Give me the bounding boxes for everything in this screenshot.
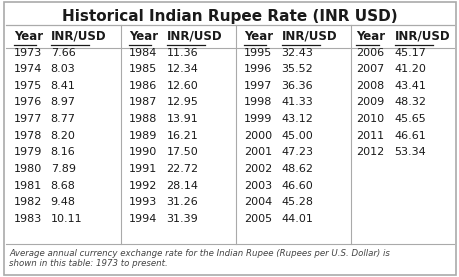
Text: 16.21: 16.21 [166, 131, 198, 141]
Text: 46.61: 46.61 [394, 131, 425, 141]
Text: 45.65: 45.65 [394, 114, 425, 124]
Text: 1989: 1989 [129, 131, 157, 141]
Text: 46.60: 46.60 [281, 181, 313, 191]
Text: 2001: 2001 [243, 147, 271, 157]
Text: 35.52: 35.52 [281, 64, 313, 74]
Text: 43.41: 43.41 [394, 81, 425, 91]
Text: 44.01: 44.01 [281, 214, 313, 224]
Text: 1985: 1985 [129, 64, 157, 74]
Text: 1981: 1981 [14, 181, 42, 191]
Text: 9.48: 9.48 [50, 197, 75, 207]
Text: 11.36: 11.36 [166, 48, 198, 58]
Text: 12.34: 12.34 [166, 64, 198, 74]
Text: 1973: 1973 [14, 48, 42, 58]
Text: 1982: 1982 [14, 197, 42, 207]
Text: 2003: 2003 [243, 181, 271, 191]
Text: 17.50: 17.50 [166, 147, 198, 157]
Text: 48.62: 48.62 [281, 164, 313, 174]
Text: Year: Year [14, 30, 43, 42]
Text: 31.26: 31.26 [166, 197, 198, 207]
Text: 22.72: 22.72 [166, 164, 198, 174]
Text: 2000: 2000 [243, 131, 271, 141]
Text: 1984: 1984 [129, 48, 157, 58]
Text: 1998: 1998 [243, 98, 272, 107]
Text: 53.34: 53.34 [394, 147, 425, 157]
Text: 1978: 1978 [14, 131, 42, 141]
Text: 2004: 2004 [243, 197, 271, 207]
Text: 32.43: 32.43 [281, 48, 313, 58]
Text: 1994: 1994 [129, 214, 157, 224]
Text: 1992: 1992 [129, 181, 157, 191]
Text: 7.66: 7.66 [50, 48, 75, 58]
Text: 2010: 2010 [356, 114, 384, 124]
Text: INR/USD: INR/USD [281, 30, 336, 42]
Text: 1983: 1983 [14, 214, 42, 224]
Text: 1996: 1996 [243, 64, 271, 74]
Text: 45.17: 45.17 [394, 48, 425, 58]
Text: INR/USD: INR/USD [50, 30, 106, 42]
Text: 2008: 2008 [356, 81, 384, 91]
Text: 1986: 1986 [129, 81, 157, 91]
Text: Year: Year [356, 30, 385, 42]
Text: 1976: 1976 [14, 98, 42, 107]
Text: 48.32: 48.32 [394, 98, 426, 107]
Text: 1995: 1995 [243, 48, 271, 58]
Text: 1993: 1993 [129, 197, 157, 207]
Text: 1974: 1974 [14, 64, 42, 74]
Text: 1977: 1977 [14, 114, 42, 124]
Text: 45.28: 45.28 [281, 197, 313, 207]
Text: 8.41: 8.41 [50, 81, 75, 91]
Text: 13.91: 13.91 [166, 114, 198, 124]
Text: 1980: 1980 [14, 164, 42, 174]
Text: 1988: 1988 [129, 114, 157, 124]
Text: 8.97: 8.97 [50, 98, 75, 107]
Text: 28.14: 28.14 [166, 181, 198, 191]
Text: 2011: 2011 [356, 131, 384, 141]
FancyBboxPatch shape [4, 2, 455, 275]
Text: Year: Year [243, 30, 272, 42]
Text: 1979: 1979 [14, 147, 42, 157]
Text: 8.16: 8.16 [50, 147, 75, 157]
Text: 1997: 1997 [243, 81, 272, 91]
Text: 31.39: 31.39 [166, 214, 198, 224]
Text: 47.23: 47.23 [281, 147, 313, 157]
Text: 2006: 2006 [356, 48, 384, 58]
Text: 8.20: 8.20 [50, 131, 75, 141]
Text: Average annual currency exchange rate for the Indian Rupee (Rupees per U.S. Doll: Average annual currency exchange rate fo… [9, 249, 389, 258]
Text: 2005: 2005 [243, 214, 271, 224]
Text: 36.36: 36.36 [281, 81, 313, 91]
Text: INR/USD: INR/USD [166, 30, 222, 42]
Text: 45.00: 45.00 [281, 131, 313, 141]
Text: 1987: 1987 [129, 98, 157, 107]
Text: 7.89: 7.89 [50, 164, 75, 174]
Text: 10.11: 10.11 [50, 214, 82, 224]
Text: 41.33: 41.33 [281, 98, 313, 107]
Text: Year: Year [129, 30, 157, 42]
Text: 2002: 2002 [243, 164, 271, 174]
Text: 1991: 1991 [129, 164, 157, 174]
Text: 12.60: 12.60 [166, 81, 198, 91]
Text: 41.20: 41.20 [394, 64, 425, 74]
Text: 8.03: 8.03 [50, 64, 75, 74]
Text: shown in this table: 1973 to present.: shown in this table: 1973 to present. [9, 259, 168, 268]
Text: 2009: 2009 [356, 98, 384, 107]
Text: 2007: 2007 [356, 64, 384, 74]
Text: 1990: 1990 [129, 147, 157, 157]
Text: 2012: 2012 [356, 147, 384, 157]
Text: 8.68: 8.68 [50, 181, 75, 191]
Text: 43.12: 43.12 [281, 114, 313, 124]
Text: 8.77: 8.77 [50, 114, 75, 124]
Text: 1999: 1999 [243, 114, 272, 124]
Text: 12.95: 12.95 [166, 98, 198, 107]
Text: 1975: 1975 [14, 81, 42, 91]
Text: Historical Indian Rupee Rate (INR USD): Historical Indian Rupee Rate (INR USD) [62, 9, 397, 24]
Text: INR/USD: INR/USD [394, 30, 449, 42]
